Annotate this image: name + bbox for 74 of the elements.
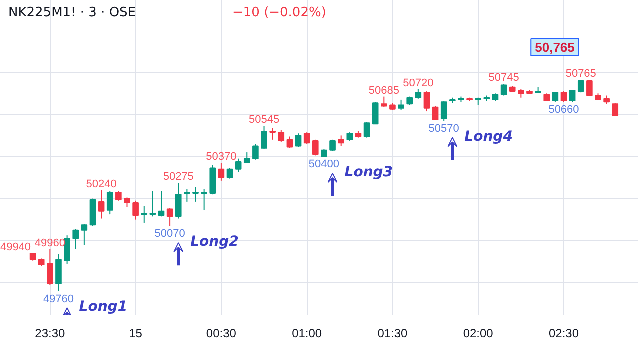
x-tick-label: 23:30 <box>35 326 66 340</box>
x-tick-label: 00:30 <box>206 326 237 340</box>
candlestick <box>295 133 302 148</box>
candlestick <box>560 91 568 103</box>
candlestick <box>500 84 508 96</box>
text: 50070 <box>154 228 186 240</box>
candlestick <box>372 102 379 125</box>
x-tick-label: 02:00 <box>463 326 494 340</box>
candlestick <box>261 126 268 150</box>
candlestick <box>175 182 182 220</box>
candlestick <box>192 186 199 202</box>
candlestick <box>415 88 422 100</box>
candlestick <box>364 122 370 138</box>
candlestick <box>304 132 310 145</box>
annotation: 50,765 <box>535 40 575 55</box>
candlestick <box>286 136 294 149</box>
candlestick <box>72 228 80 250</box>
candlestick <box>578 79 584 94</box>
candlestick <box>166 208 174 227</box>
text: 50660 <box>548 104 580 116</box>
candlestick <box>201 188 208 211</box>
candlestick <box>81 224 88 246</box>
candlestick <box>586 80 593 96</box>
candlestick <box>252 144 259 160</box>
text: 50545 <box>248 114 280 126</box>
candlestick <box>424 91 430 112</box>
x-tick-label: 15 <box>129 326 143 340</box>
candlestick <box>141 206 148 224</box>
candlestick <box>398 99 404 111</box>
candlestick <box>312 139 319 156</box>
chart-title: NK225M1! · 3 · OSE <box>8 6 136 20</box>
candlestick <box>98 190 105 220</box>
candlestick <box>184 188 190 202</box>
candlestick <box>158 190 165 218</box>
text: 49940 <box>0 241 32 254</box>
text: 50765 <box>566 68 596 80</box>
candlestick <box>116 190 122 202</box>
candlestick <box>150 190 156 218</box>
text: 50240 <box>86 178 117 190</box>
candlestick <box>244 152 250 164</box>
candlestick <box>440 100 448 122</box>
candlestick <box>338 135 344 147</box>
annotation: Long4 <box>464 128 513 145</box>
candlestick <box>381 96 388 108</box>
x-tick-label: 02:30 <box>548 326 580 340</box>
candlestick <box>64 235 70 264</box>
candlestick <box>270 128 276 140</box>
candlestick <box>226 168 234 180</box>
text: 49760 <box>43 293 74 306</box>
candlestick <box>330 139 336 152</box>
candlestick <box>47 248 54 286</box>
candlestick <box>235 158 242 174</box>
candlestick <box>278 130 285 143</box>
candlestick <box>124 197 130 208</box>
candlestick <box>106 190 114 216</box>
candlestick <box>218 162 225 182</box>
candlestick <box>569 90 576 103</box>
annotation: Long1 <box>79 299 128 316</box>
text: 50400 <box>308 158 340 171</box>
candlestick <box>552 92 559 103</box>
text: 50570 <box>428 122 460 135</box>
candlestick <box>432 106 439 120</box>
text: 50745 <box>488 72 520 84</box>
text: 50370 <box>206 151 237 164</box>
text: 50275 <box>163 171 194 184</box>
text: 50720 <box>403 77 434 90</box>
x-tick-label: 01:00 <box>292 326 322 340</box>
annotation: Long2 <box>190 234 239 250</box>
annotation: Long3 <box>344 164 394 181</box>
chart-subtitle: −10 (−0.02%) <box>232 6 326 20</box>
candlestick <box>132 200 139 220</box>
x-tick-label: 01:30 <box>378 326 408 340</box>
text: 50685 <box>368 84 400 97</box>
candlestick <box>612 102 619 116</box>
